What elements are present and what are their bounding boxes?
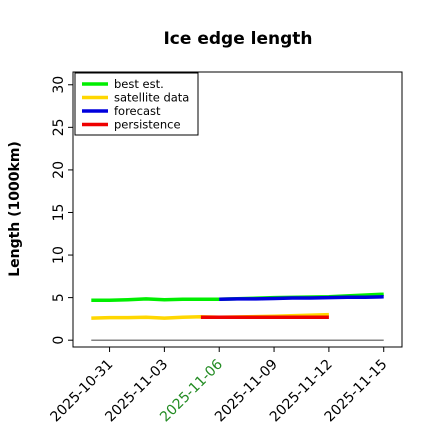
plot-frame — [72, 71, 403, 348]
y-tick-label: 0 — [51, 336, 67, 345]
legend-label-1: best est. — [114, 77, 164, 91]
legend-label-4: persistence — [114, 118, 181, 132]
legend: best est.satellite dataforecastpersisten… — [74, 72, 199, 136]
y-tick-label: 30 — [51, 76, 67, 94]
series-line-3 — [219, 295, 384, 302]
y-tick-label: 25 — [51, 118, 67, 136]
chart-title: Ice edge length — [163, 29, 312, 49]
legend-label-3: forecast — [114, 104, 161, 118]
y-tick-label: 10 — [51, 246, 67, 264]
y-tick-label: 5 — [51, 293, 67, 302]
legend-label-2: satellite data — [114, 91, 189, 105]
y-tick-label: 20 — [51, 161, 67, 179]
y-tick-label: 15 — [51, 204, 67, 222]
y-axis-label: Length (1000km) — [7, 141, 23, 277]
